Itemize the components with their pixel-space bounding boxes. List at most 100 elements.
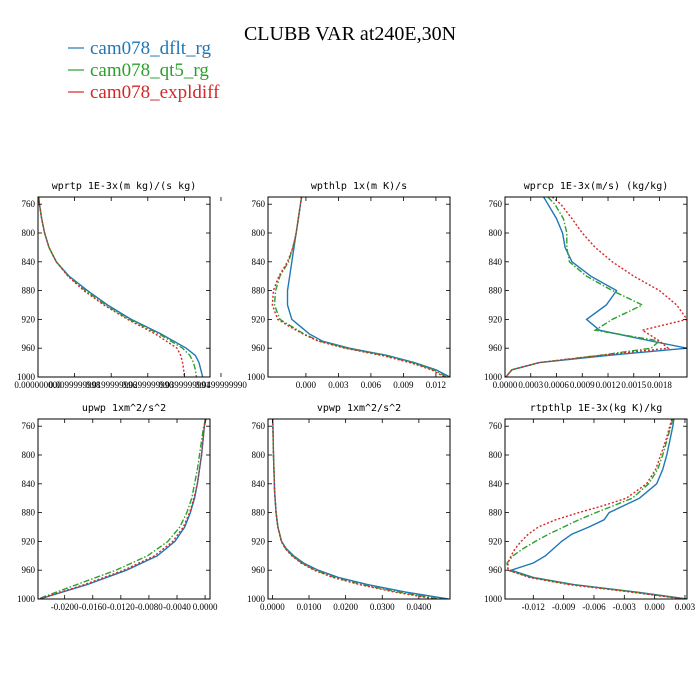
x-tick-label: 0.000: [645, 602, 666, 612]
series-2-line: [271, 197, 445, 377]
series-1-line: [273, 197, 448, 377]
y-tick-label: 960: [252, 565, 266, 575]
panel-title-0: wprtp 1E-3x(m kg)/(s kg): [52, 181, 197, 192]
plot-frame: [504, 196, 688, 378]
y-tick-label: 760: [489, 199, 503, 209]
y-tick-label: 960: [22, 565, 36, 575]
x-tick-label: 0.003: [675, 602, 696, 612]
legend: cam078_dflt_rgcam078_qt5_rgcam078_expldi…: [68, 38, 220, 103]
chart-panels: wprtp 1E-3x(m kg)/(s kg) 1000 960 920 880 840…: [14, 181, 695, 612]
panel-title-4: vpwp 1xm^2/s^2: [317, 403, 401, 414]
y-tick-label: 1000: [484, 372, 503, 382]
x-tick-label: 0.0099999998: [49, 380, 101, 390]
y-tick-label: 800: [22, 450, 36, 460]
y-tick-label: 800: [252, 228, 266, 238]
x-tick-label: 0.0009: [570, 380, 595, 390]
x-tick-label: 0.012: [426, 380, 446, 390]
y-tick-label: 800: [252, 450, 266, 460]
panel-2: wprcp 1E-3x(m/s) (kg/kg) 1000 960 920 880 840…: [484, 181, 688, 390]
y-tick-label: 960: [489, 343, 503, 353]
x-tick-label: 0.0012: [596, 380, 621, 390]
y-tick-label: 800: [489, 228, 503, 238]
y-tick-label: 880: [489, 286, 503, 296]
x-tick-label: 0.003: [328, 380, 349, 390]
y-tick-label: 1000: [247, 372, 266, 382]
y-tick-label: 760: [252, 421, 266, 431]
x-tick-label: 0.0018: [647, 380, 672, 390]
series-1-line: [38, 197, 198, 377]
y-tick-label: 1000: [17, 594, 36, 604]
x-tick-label: -0.0080: [135, 602, 163, 612]
y-tick-label: 760: [489, 421, 503, 431]
y-tick-label: 920: [489, 314, 503, 324]
panel-title-3: upwp 1xm^2/s^2: [82, 403, 166, 414]
x-tick-label: -0.0120: [107, 602, 135, 612]
x-tick-label: 0.0000: [260, 602, 285, 612]
y-tick-label: 880: [489, 508, 503, 518]
x-tick-label: 0.0300: [370, 602, 395, 612]
x-tick-label: 0.0000: [493, 380, 518, 390]
figure-title: CLUBB VAR at240E,30N: [244, 23, 456, 45]
y-tick-label: 880: [252, 286, 266, 296]
series-1-line: [506, 419, 686, 599]
y-tick-label: 1000: [17, 372, 36, 382]
x-tick-label: 0.000000000: [14, 380, 62, 390]
y-tick-label: 760: [22, 199, 36, 209]
panel-title-5: rtpthlp 1E-3x(kg K)/kg: [530, 403, 662, 414]
y-tick-label: 1000: [247, 594, 266, 604]
x-tick-label: 0.0100: [297, 602, 322, 612]
legend-label-1: cam078_qt5_rg: [90, 60, 209, 81]
series-2-line: [507, 419, 684, 599]
series-2-line: [505, 197, 687, 377]
y-tick-label: 840: [252, 257, 266, 267]
y-tick-label: 960: [252, 343, 266, 353]
y-tick-label: 880: [252, 508, 266, 518]
y-tick-label: 920: [252, 536, 266, 546]
y-tick-label: 840: [489, 257, 503, 267]
series-0-line: [39, 419, 207, 599]
x-tick-label: -0.0200: [51, 602, 79, 612]
y-tick-label: 880: [22, 508, 36, 518]
x-tick-label: -0.006: [582, 602, 606, 612]
x-tick-label: 0.0000: [193, 602, 218, 612]
x-tick-label: -0.009: [552, 602, 576, 612]
x-tick-label: -0.003: [613, 602, 637, 612]
plot-frame: [267, 196, 451, 378]
y-tick-label: 840: [22, 479, 36, 489]
x-tick-label: 0.0499999990: [195, 380, 247, 390]
panel-1: wpthlp 1x(m K)/s 1000 960 920 880 840 800 760 0.…: [247, 181, 451, 390]
x-tick-label: -0.0040: [163, 602, 191, 612]
series-0-line: [272, 419, 449, 599]
y-tick-label: 840: [489, 479, 503, 489]
y-tick-label: 920: [22, 314, 36, 324]
x-tick-label: 0.000: [296, 380, 317, 390]
y-tick-label: 760: [252, 199, 266, 209]
series-2-line: [272, 419, 436, 599]
x-tick-label: 0.0015: [621, 380, 646, 390]
x-tick-label: -0.0160: [79, 602, 107, 612]
panel-5: rtpthlp 1E-3x(kg K)/kg 1000 960 920 880 840 80…: [484, 403, 696, 612]
series-1-line: [272, 419, 440, 599]
panel-0: wprtp 1E-3x(m kg)/(s kg) 1000 960 920 880 840…: [14, 181, 247, 390]
plot-frame: [37, 418, 211, 600]
x-tick-label: 0.0006: [544, 380, 569, 390]
y-tick-label: 960: [489, 565, 503, 575]
plot-frame: [504, 418, 688, 600]
y-tick-label: 920: [22, 536, 36, 546]
series-0-line: [38, 197, 204, 377]
plot-frame: [37, 196, 211, 378]
series-0-line: [286, 197, 450, 377]
y-tick-label: 920: [252, 314, 266, 324]
series-2-line: [39, 419, 207, 599]
series-2-line: [38, 197, 186, 377]
x-tick-label: 0.0299999990: [122, 380, 174, 390]
x-tick-label: 0.006: [361, 380, 382, 390]
x-tick-label: 0.0400: [406, 602, 431, 612]
y-tick-label: 760: [22, 421, 36, 431]
x-tick-label: -0.012: [522, 602, 545, 612]
series-1-line: [38, 419, 207, 599]
legend-label-2: cam078_expldiff: [90, 82, 220, 103]
y-tick-label: 880: [22, 286, 36, 296]
x-tick-label: 0.0199999996: [85, 380, 137, 390]
